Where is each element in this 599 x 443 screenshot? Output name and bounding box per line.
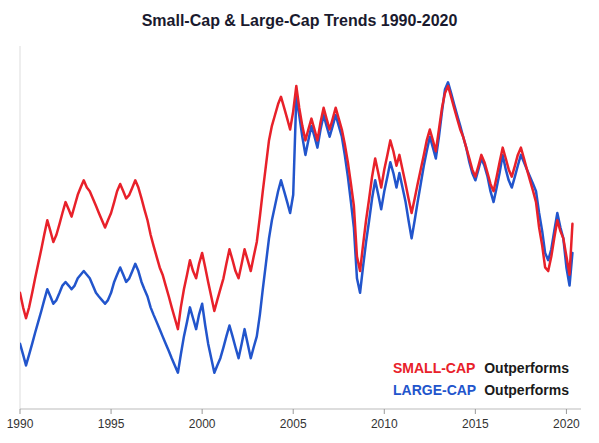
series-line xyxy=(20,82,572,372)
x-tick xyxy=(111,409,112,414)
legend-annotation: Outperforms xyxy=(484,382,569,398)
series-line xyxy=(20,86,572,329)
chart: Small-Cap & Large-Cap Trends 1990-2020 19… xyxy=(0,0,599,443)
x-tick xyxy=(293,409,294,414)
x-tick xyxy=(566,409,567,414)
x-tick-label: 2005 xyxy=(280,417,307,431)
x-tick xyxy=(202,409,203,414)
x-tick-label: 1995 xyxy=(98,417,125,431)
x-tick-label: 2000 xyxy=(189,417,216,431)
x-tick xyxy=(475,409,476,414)
legend-label: LARGE-CAP xyxy=(393,382,476,398)
y-axis-line xyxy=(20,46,21,409)
x-tick-label: 2020 xyxy=(553,417,580,431)
legend: SMALL-CAP Outperforms LARGE-CAP Outperforms xyxy=(393,360,569,398)
x-tick-label: 2010 xyxy=(371,417,398,431)
legend-label: SMALL-CAP xyxy=(393,360,475,376)
x-axis-line xyxy=(20,409,581,410)
plot-area xyxy=(20,82,572,372)
x-tick xyxy=(384,409,385,414)
x-tick-label: 1990 xyxy=(7,417,34,431)
x-tick-label: 2015 xyxy=(462,417,489,431)
legend-annotation: Outperforms xyxy=(484,360,569,376)
x-tick xyxy=(20,409,21,414)
title: Small-Cap & Large-Cap Trends 1990-2020 xyxy=(142,12,458,29)
